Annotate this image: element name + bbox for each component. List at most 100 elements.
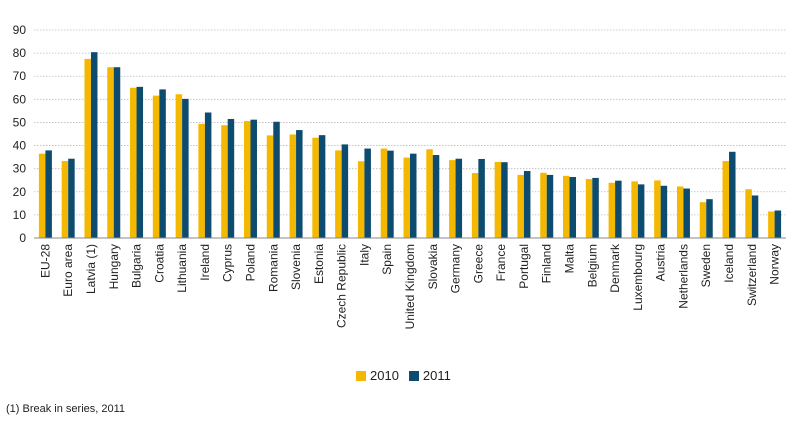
bar-2010-switzerland bbox=[745, 189, 752, 238]
bar-2011-belgium bbox=[592, 177, 599, 238]
y-axis-tick-labels: 0 10 20 30 40 50 60 70 80 90 bbox=[13, 23, 27, 245]
legend-label-2011: 2011 bbox=[422, 368, 451, 383]
bar-2011-bulgaria bbox=[136, 86, 144, 238]
y-tick-label: 0 bbox=[19, 231, 26, 245]
y-tick-label: 40 bbox=[13, 139, 27, 153]
x-tick-label: Malta bbox=[563, 244, 577, 274]
bar-2010-portugal bbox=[517, 174, 524, 238]
bar-2011-italy bbox=[364, 148, 371, 238]
footnote: (1) Break in series, 2011 bbox=[6, 403, 126, 415]
x-tick-label: Euro area bbox=[61, 244, 75, 297]
x-tick-label: Slovenia bbox=[289, 244, 303, 290]
x-tick-label: France bbox=[494, 244, 508, 282]
y-tick-label: 90 bbox=[13, 23, 27, 37]
bar-2010-croatia bbox=[152, 95, 160, 238]
bar-2011-croatia bbox=[159, 89, 166, 238]
bar-2010-luxembourg bbox=[631, 181, 638, 238]
bar-2010-cyprus bbox=[221, 125, 228, 238]
x-tick-label: Germany bbox=[449, 244, 463, 293]
x-tick-label: United Kingdom bbox=[403, 244, 417, 329]
bar-2010-slovakia bbox=[426, 149, 433, 238]
bar-2010-finland bbox=[540, 172, 547, 238]
bar-2011-netherlands bbox=[683, 188, 690, 238]
x-tick-label: Czech Republic bbox=[335, 244, 349, 328]
bar-2011-eu-28 bbox=[45, 150, 52, 238]
bar-2010-spain bbox=[380, 148, 388, 238]
bar-2010-czech-republic bbox=[335, 150, 342, 238]
bar-2010-eu-28 bbox=[38, 153, 46, 238]
x-tick-label: Croatia bbox=[152, 244, 166, 283]
bar-2011-latvia-1- bbox=[90, 52, 98, 238]
x-tick-label: Bulgaria bbox=[130, 244, 144, 288]
y-tick-label: 10 bbox=[13, 208, 27, 222]
bar-2011-malta bbox=[569, 176, 577, 238]
bar-2011-greece bbox=[478, 158, 485, 238]
x-tick-label: Poland bbox=[243, 244, 257, 281]
x-tick-label: Sweden bbox=[699, 244, 713, 287]
x-tick-label: Cyprus bbox=[221, 244, 235, 282]
y-tick-label: 60 bbox=[13, 92, 27, 106]
bar-2011-finland bbox=[546, 174, 554, 238]
legend-item-2010: 2010 bbox=[356, 368, 399, 383]
bar-2010-euro-area bbox=[61, 161, 69, 238]
x-tick-label: Denmark bbox=[608, 243, 622, 293]
y-tick-label: 30 bbox=[13, 162, 27, 176]
legend-label-2010: 2010 bbox=[370, 368, 399, 383]
bar-2010-poland bbox=[243, 121, 251, 238]
y-tick-label: 80 bbox=[13, 46, 27, 60]
x-axis-tick-labels: EU-28 Euro area Latvia (1) Hungary Bulgaria C… bbox=[38, 243, 781, 329]
bar-2011-iceland bbox=[729, 151, 736, 238]
bar-2010-malta bbox=[563, 175, 570, 238]
bar-2011-sweden bbox=[706, 199, 713, 238]
x-tick-label: Spain bbox=[380, 244, 394, 275]
bar-2011-estonia bbox=[318, 135, 326, 238]
bar-2010-bulgaria bbox=[130, 87, 137, 239]
x-tick-label: Netherlands bbox=[676, 244, 690, 309]
x-tick-label: Greece bbox=[471, 244, 485, 284]
bar-2011-denmark bbox=[615, 180, 622, 238]
x-tick-label: Hungary bbox=[107, 244, 121, 289]
bar-2010-hungary bbox=[107, 67, 114, 238]
x-tick-label: Iceland bbox=[722, 244, 736, 283]
bar-2011-norway bbox=[774, 210, 782, 238]
y-tick-label: 50 bbox=[13, 115, 27, 129]
legend: 2010 2011 bbox=[356, 368, 461, 383]
bar-2010-denmark bbox=[608, 182, 616, 238]
bar-2011-france bbox=[501, 162, 508, 238]
bar-2010-iceland bbox=[722, 161, 730, 238]
x-tick-label: Portugal bbox=[517, 244, 531, 289]
bar-2010-germany bbox=[449, 160, 456, 238]
x-tick-label: Lithuania bbox=[175, 244, 189, 293]
bar-2011-austria bbox=[660, 185, 668, 238]
bar-2011-lithuania bbox=[182, 98, 189, 238]
x-tick-label: Ireland bbox=[198, 244, 212, 281]
bar-2010-italy bbox=[357, 161, 365, 238]
bar-2011-hungary bbox=[113, 67, 121, 238]
x-tick-label: Switzerland bbox=[745, 244, 759, 306]
bar-2011-germany bbox=[455, 158, 463, 238]
legend-swatch-2010 bbox=[356, 370, 366, 381]
bar-2010-belgium bbox=[585, 179, 593, 238]
x-tick-label: Slovakia bbox=[426, 244, 440, 290]
bar-2011-luxembourg bbox=[637, 184, 645, 238]
bar-2011-czech-republic bbox=[341, 144, 349, 238]
bar-2010-greece bbox=[471, 173, 479, 238]
x-tick-label: Belgium bbox=[585, 244, 599, 287]
bar-2011-romania bbox=[273, 121, 280, 238]
bar-2010-sweden bbox=[699, 202, 707, 238]
bar-2010-netherlands bbox=[676, 186, 684, 238]
bar-2011-poland bbox=[250, 119, 257, 238]
x-tick-label: Estonia bbox=[312, 244, 326, 284]
bar-2010-romania bbox=[266, 135, 274, 238]
bar-2010-lithuania bbox=[175, 94, 183, 238]
bar-2011-united-kingdom bbox=[410, 153, 417, 238]
bar-2010-norway bbox=[768, 211, 775, 238]
bar-2010-estonia bbox=[312, 137, 319, 238]
bar-2011-spain bbox=[387, 150, 394, 238]
y-tick-label: 20 bbox=[13, 185, 27, 199]
legend-item-2011: 2011 bbox=[408, 368, 451, 383]
bar-2011-cyprus bbox=[227, 118, 235, 238]
bar-2010-ireland bbox=[198, 123, 205, 238]
bar-2011-slovenia bbox=[296, 130, 303, 238]
x-tick-label: Latvia (1) bbox=[84, 244, 98, 294]
